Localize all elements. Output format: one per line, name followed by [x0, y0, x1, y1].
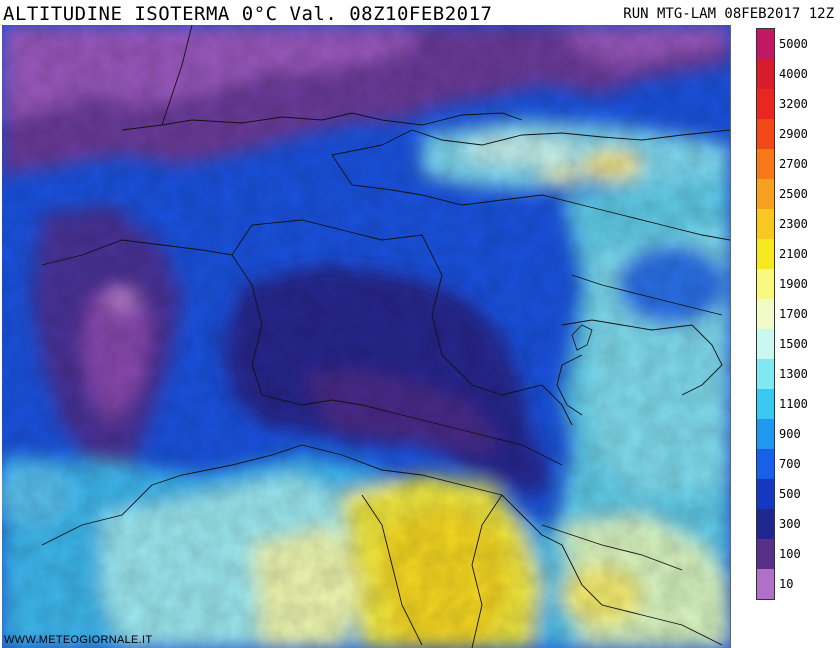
legend-swatch [757, 419, 774, 449]
legend-label: 1500 [779, 337, 808, 351]
legend-label: 1900 [779, 277, 808, 291]
legend-swatch [757, 479, 774, 509]
legend-label: 100 [779, 547, 801, 561]
map-title: ALTITUDINE ISOTERMA 0°C Val. 08Z10FEB201… [3, 3, 493, 25]
legend-swatch [757, 29, 774, 59]
legend-swatch [757, 299, 774, 329]
field-texture [2, 25, 730, 648]
isotherm-map [2, 25, 731, 648]
legend-swatch [757, 149, 774, 179]
legend-label: 1700 [779, 307, 808, 321]
legend-label: 1300 [779, 367, 808, 381]
legend-label: 1100 [779, 397, 808, 411]
legend-label: 300 [779, 517, 801, 531]
legend-swatch [757, 239, 774, 269]
legend-swatch [757, 119, 774, 149]
legend-swatch [757, 449, 774, 479]
legend-label: 2500 [779, 187, 808, 201]
legend-label: 2300 [779, 217, 808, 231]
legend-swatch [757, 569, 774, 599]
legend-label: 3200 [779, 97, 808, 111]
model-run-label: RUN MTG-LAM 08FEB2017 12Z [623, 6, 834, 22]
color-legend [756, 28, 775, 600]
legend-label: 900 [779, 427, 801, 441]
legend-label: 5000 [779, 37, 808, 51]
legend-swatch [757, 269, 774, 299]
legend-label: 2100 [779, 247, 808, 261]
legend-label: 500 [779, 487, 801, 501]
legend-swatch [757, 89, 774, 119]
legend-swatch [757, 389, 774, 419]
legend-swatch [757, 209, 774, 239]
legend-label: 2700 [779, 157, 808, 171]
legend-swatch [757, 359, 774, 389]
legend-swatch [757, 329, 774, 359]
legend-labels: 5000 4000 3200 2900 2700 2500 2300 2100 1900 1700… [779, 28, 837, 600]
legend-swatch [757, 539, 774, 569]
legend-label: 4000 [779, 67, 808, 81]
legend-label: 2900 [779, 127, 808, 141]
legend-swatch [757, 179, 774, 209]
legend-swatch [757, 59, 774, 89]
watermark: WWW.METEOGIORNALE.IT [4, 634, 153, 646]
border-lines [41, 25, 730, 648]
legend-label: 700 [779, 457, 801, 471]
lagoon-outline [571, 324, 593, 351]
legend-swatch [757, 509, 774, 539]
legend-label: 10 [779, 577, 794, 591]
